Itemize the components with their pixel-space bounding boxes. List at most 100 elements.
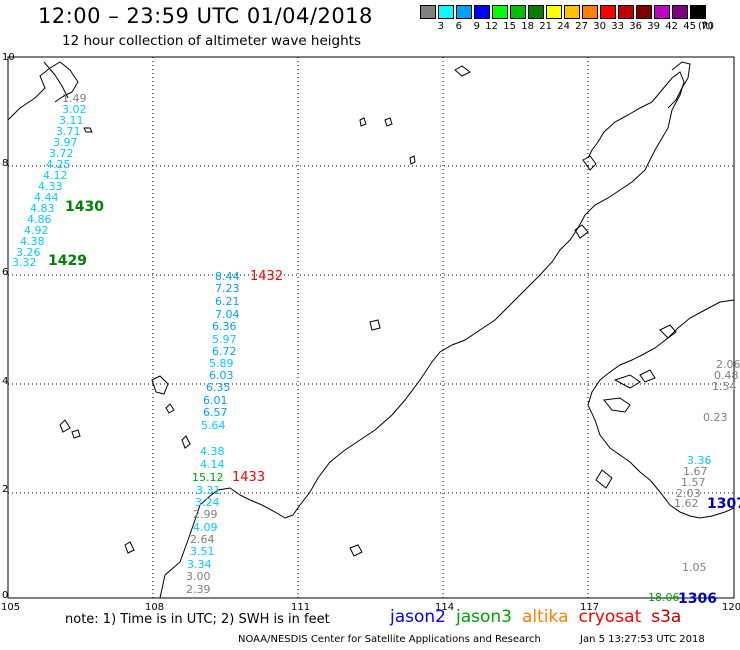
legend-unit: (ft) bbox=[698, 21, 714, 32]
y-tick-2: 2 bbox=[2, 484, 9, 495]
x-tick-114: 114 bbox=[435, 602, 455, 613]
pass-time-1432: 1432 bbox=[250, 269, 284, 284]
coastline bbox=[7, 61, 735, 599]
legend-swatch bbox=[474, 5, 490, 19]
wave-height-value: 3.02 bbox=[62, 103, 87, 116]
wave-height-value: 6.36 bbox=[212, 320, 237, 333]
wave-height-value: 5.64 bbox=[201, 419, 226, 432]
pass-time-1430: 1430 bbox=[65, 199, 104, 215]
wave-height-value: 6.35 bbox=[206, 381, 231, 394]
wave-height-value: 2.39 bbox=[186, 583, 211, 596]
wave-height-value: 6.01 bbox=[203, 394, 228, 407]
wave-height-value: 15.12 bbox=[192, 471, 224, 484]
legend-swatch bbox=[690, 5, 706, 19]
legend-swatch bbox=[618, 5, 634, 19]
y-tick-4: 4 bbox=[2, 376, 9, 387]
wave-height-value: 7.23 bbox=[215, 282, 240, 295]
legend-swatch-label: 3 bbox=[437, 21, 444, 32]
wave-height-value: 0.48 bbox=[714, 369, 739, 382]
wave-height-value: 3.97 bbox=[53, 136, 78, 149]
map-subtitle: 12 hour collection of altimeter wave hei… bbox=[62, 33, 361, 49]
wave-height-value: 3.11 bbox=[59, 114, 84, 127]
wave-height-value: 5.97 bbox=[212, 333, 237, 346]
wave-height-value: 18.06 bbox=[648, 591, 680, 604]
satellite-label-jason2: jason2 bbox=[390, 607, 446, 627]
wave-height-value: 3.51 bbox=[190, 545, 215, 558]
wave-height-value: 3.71 bbox=[56, 125, 81, 138]
wave-height-value: 4.38 bbox=[200, 445, 225, 458]
legend-swatch-label: 36 bbox=[629, 21, 642, 32]
wave-height-value: 6.57 bbox=[203, 406, 228, 419]
legend-swatch-label: 6 bbox=[455, 21, 462, 32]
wave-height-value: 4.33 bbox=[38, 180, 63, 193]
legend-swatch-label: 42 bbox=[665, 21, 678, 32]
wave-height-value: 8.44 bbox=[215, 270, 240, 283]
wave-height-value: 3.32 bbox=[12, 256, 37, 269]
wave-height-value: 2.03 bbox=[676, 487, 701, 500]
legend-swatch-label: 15 bbox=[503, 21, 516, 32]
satellite-label-cryosat: cryosat bbox=[578, 607, 642, 627]
wave-height-value: 0.23 bbox=[703, 411, 728, 424]
wave-height-value: 6.21 bbox=[215, 295, 240, 308]
legend-swatch bbox=[528, 5, 544, 19]
wave-height-value: 3.72 bbox=[49, 147, 74, 160]
wave-height-value: 1.05 bbox=[682, 561, 707, 574]
wave-height-value: 5.89 bbox=[209, 357, 234, 370]
wave-height-value: 2.99 bbox=[193, 508, 218, 521]
wave-height-value: 7.04 bbox=[215, 308, 240, 321]
footnote: note: 1) Time is in UTC; 2) SWH is in fe… bbox=[65, 612, 330, 627]
wave-height-value: 6.03 bbox=[209, 369, 234, 382]
pass-time-1307: 1307 bbox=[707, 496, 740, 512]
legend-swatch bbox=[546, 5, 562, 19]
wave-height-value: 4.12 bbox=[43, 169, 68, 182]
legend-swatch-label: 39 bbox=[647, 21, 660, 32]
pass-time-1306: 1306 bbox=[678, 591, 717, 607]
legend-swatch-label: 9 bbox=[473, 21, 480, 32]
wave-height-value: 4.83 bbox=[30, 202, 55, 215]
legend-swatch bbox=[420, 5, 436, 19]
satellite-label-jason3: jason3 bbox=[456, 607, 512, 627]
wave-height-value: 3.34 bbox=[187, 558, 212, 571]
wave-height-value: 3.31 bbox=[196, 484, 221, 497]
wave-height-value: 4.38 bbox=[20, 235, 45, 248]
wave-height-value: 4.09 bbox=[193, 521, 218, 534]
wave-height-value: 1.67 bbox=[683, 465, 708, 478]
credit-date: Jan 5 13:27:53 UTC 2018 bbox=[580, 634, 705, 645]
legend-swatch bbox=[510, 5, 526, 19]
wave-height-value: 1.49 bbox=[62, 92, 87, 105]
y-tick-6: 6 bbox=[2, 267, 9, 278]
y-tick-10: 10 bbox=[2, 52, 15, 63]
wave-height-value: 2.06 bbox=[716, 358, 740, 371]
wave-height-value: 2.64 bbox=[190, 533, 215, 546]
legend-swatch bbox=[636, 5, 652, 19]
wave-height-value: 1.62 bbox=[674, 497, 699, 510]
legend-swatch-label: 21 bbox=[539, 21, 552, 32]
legend-swatch-label: 33 bbox=[611, 21, 624, 32]
credit-line: NOAA/NESDIS Center for Satellite Applica… bbox=[238, 634, 541, 645]
legend-swatch bbox=[438, 5, 454, 19]
x-tick-120: 120 bbox=[722, 602, 740, 613]
pass-time-1429: 1429 bbox=[48, 253, 87, 269]
legend-swatch-label: 45 bbox=[683, 21, 696, 32]
legend-swatch-label: 30 bbox=[593, 21, 606, 32]
wave-height-value: 4.92 bbox=[24, 224, 49, 237]
legend-swatch bbox=[600, 5, 616, 19]
x-tick-105: 105 bbox=[1, 602, 21, 613]
pass-time-1433: 1433 bbox=[232, 470, 266, 485]
y-tick-8: 8 bbox=[2, 158, 9, 169]
legend-swatch-label: 27 bbox=[575, 21, 588, 32]
wave-height-value: 4.14 bbox=[200, 458, 225, 471]
legend-swatch bbox=[456, 5, 472, 19]
wave-height-value: 6.72 bbox=[212, 345, 237, 358]
wave-height-value: 1.54 bbox=[712, 380, 737, 393]
map-title: 12:00 – 23:59 UTC 01/04/2018 bbox=[38, 4, 373, 28]
wave-height-value: 3.00 bbox=[186, 570, 211, 583]
wave-height-value: 3.26 bbox=[16, 246, 41, 259]
x-tick-111: 111 bbox=[291, 602, 311, 613]
wave-height-value: 1.57 bbox=[681, 476, 706, 489]
satellite-label-altika: altika bbox=[522, 607, 569, 627]
wave-height-value: 3.36 bbox=[687, 454, 712, 467]
legend-swatch-label: 24 bbox=[557, 21, 570, 32]
wave-height-value: 4.86 bbox=[27, 213, 52, 226]
